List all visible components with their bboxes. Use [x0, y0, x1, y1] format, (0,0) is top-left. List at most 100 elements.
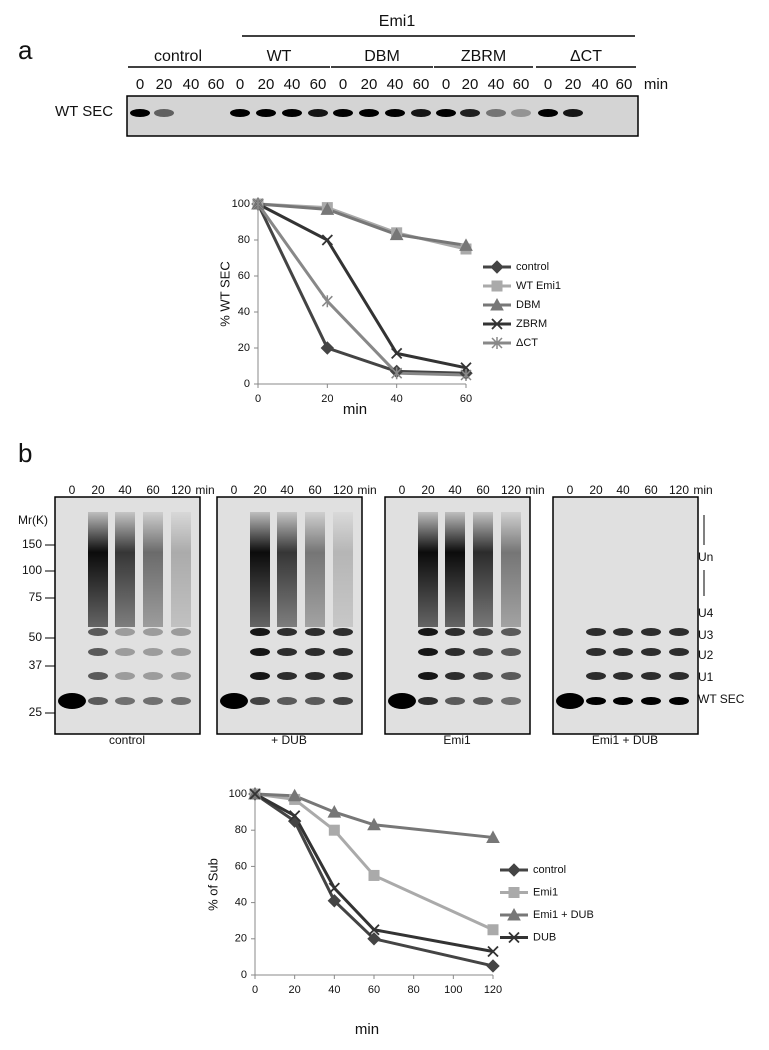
species-label: U1 [698, 670, 714, 684]
gel-band [486, 109, 506, 117]
gel-caption: Emi1 [443, 733, 471, 747]
mw-marker: 25 [29, 705, 43, 719]
gel-band [436, 109, 456, 117]
gel-band [613, 648, 633, 656]
species-label: U4 [698, 606, 714, 620]
time-label: 40 [488, 76, 505, 93]
time-label: 60 [413, 76, 430, 93]
x-tick-label: 20 [289, 984, 301, 996]
group-label: WT [267, 48, 292, 65]
legend-label: ΔCT [516, 337, 538, 349]
time-label: 0 [69, 483, 76, 497]
time-label: 0 [339, 76, 347, 93]
time-label: 60 [513, 76, 530, 93]
marker [368, 869, 380, 881]
mw-marker: 100 [22, 563, 42, 577]
gel-band [143, 628, 163, 636]
marker [486, 830, 500, 843]
y-tick-label: 40 [238, 306, 250, 318]
species-label: WT SEC [698, 692, 745, 706]
time-label: 120 [333, 483, 353, 497]
time-unit: min [525, 483, 544, 497]
time-label: 120 [171, 483, 191, 497]
x-tick-label: 20 [321, 393, 333, 405]
marker [491, 318, 503, 330]
time-label: 20 [156, 76, 173, 93]
marker [508, 931, 520, 944]
gel-smear [115, 512, 135, 627]
legend-label: control [533, 864, 566, 876]
marker [321, 295, 333, 308]
gel-band [418, 697, 438, 705]
time-label: 0 [136, 76, 144, 93]
gel-band [305, 672, 325, 680]
y-tick-label: 0 [241, 969, 247, 981]
y-tick-label: 80 [238, 234, 250, 246]
gel-smear [88, 512, 108, 627]
gel-band [171, 672, 191, 680]
time-label: 0 [567, 483, 574, 497]
time-label: 120 [501, 483, 521, 497]
gel-smear [333, 512, 353, 627]
x-axis-label: min [355, 1021, 379, 1038]
y-tick-label: 20 [235, 933, 247, 945]
gel-band [586, 697, 606, 705]
time-label: 40 [387, 76, 404, 93]
marker [328, 824, 340, 836]
gel-band [613, 697, 633, 705]
time-label: 0 [399, 483, 406, 497]
marker [391, 367, 403, 380]
gel-band [250, 697, 270, 705]
gel-smear [473, 512, 493, 627]
species-label: Un [698, 550, 713, 564]
time-label: 60 [476, 483, 490, 497]
time-label: 20 [361, 76, 378, 93]
gel-band [445, 697, 465, 705]
gel-band [333, 628, 353, 636]
gel-band [115, 697, 135, 705]
gel [126, 95, 639, 137]
time-unit: min [693, 483, 712, 497]
gel-band [669, 648, 689, 656]
gel-band [115, 648, 135, 656]
time-label: 40 [616, 483, 630, 497]
marker [389, 227, 404, 241]
marker [507, 907, 521, 921]
gel-band [473, 697, 493, 705]
time-label: 40 [592, 76, 609, 93]
time-label: 20 [589, 483, 603, 497]
legend-label: DBM [516, 299, 540, 311]
series-line [256, 203, 467, 375]
gel-band [385, 109, 405, 117]
gel-band [88, 697, 108, 705]
marker [490, 297, 504, 311]
time-label: 0 [544, 76, 552, 93]
group-label: DBM [364, 48, 400, 65]
gel-band [641, 648, 661, 656]
gel-band [250, 628, 270, 636]
gel-smear [171, 512, 191, 627]
time-label: 20 [253, 483, 267, 497]
marker [287, 788, 302, 802]
legend-label: Emi1 + DUB [533, 909, 594, 921]
gel-band [613, 628, 633, 636]
y-tick-label: 0 [244, 378, 250, 390]
marker [487, 924, 499, 936]
time-label: 60 [310, 76, 327, 93]
marker [487, 945, 499, 958]
mw-marker: 50 [29, 630, 43, 644]
marker [252, 198, 264, 210]
gel-band [501, 672, 521, 680]
gel-band [333, 109, 353, 117]
gel-band [418, 628, 438, 636]
gel-band [556, 693, 584, 709]
marker [327, 894, 342, 908]
time-label: 40 [183, 76, 200, 93]
y-axis-label: % WT SEC [217, 261, 232, 327]
gel-smear [143, 512, 163, 627]
gel-band [473, 628, 493, 636]
gel-band [388, 693, 416, 709]
gel-band [641, 672, 661, 680]
marker [367, 817, 381, 831]
